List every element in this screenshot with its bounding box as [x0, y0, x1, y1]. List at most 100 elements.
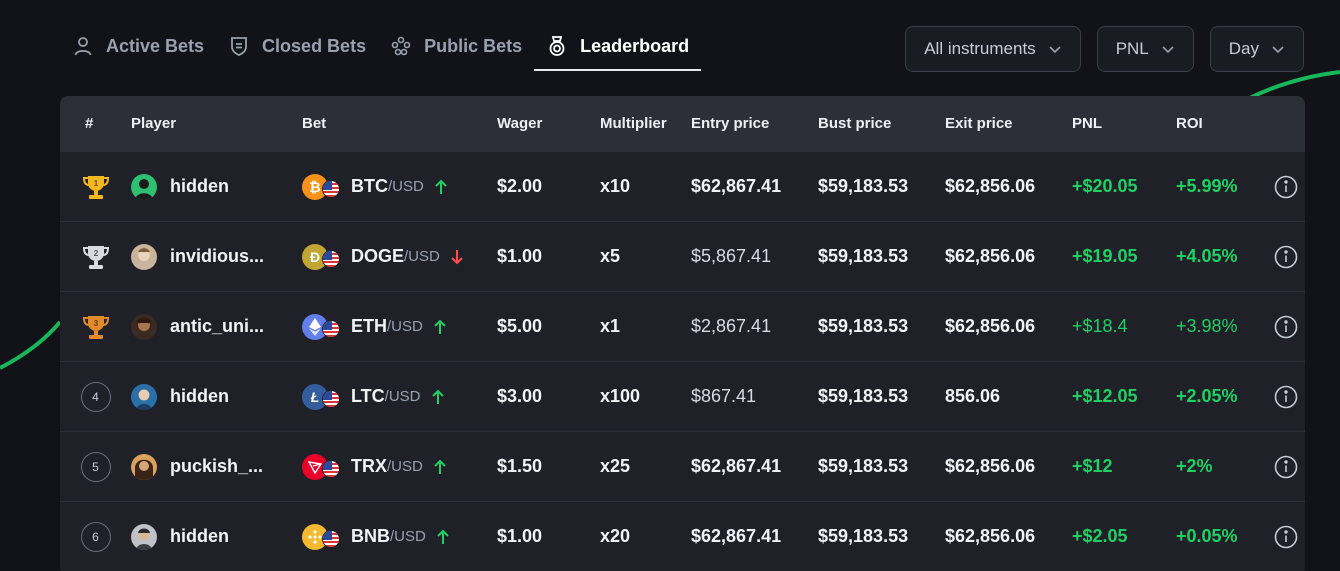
- table-header: # Player Bet Wager Multiplier Entry pric…: [60, 96, 1305, 151]
- tab-label: Active Bets: [106, 35, 205, 56]
- info-icon[interactable]: [1274, 455, 1298, 479]
- table-row: 5 puckish_... TRX/USD $1.50 x25 $62,867.…: [60, 431, 1305, 501]
- pair-quote: /USD: [388, 178, 424, 195]
- instruments-value: All instruments: [924, 39, 1036, 58]
- roi-cell: +3.98%: [1176, 316, 1238, 336]
- rank-badge: 6: [80, 521, 111, 552]
- pnl-cell: +$18.4: [1072, 316, 1128, 336]
- col-pnl: PNL: [1072, 115, 1102, 132]
- roi-cell: +2.05%: [1176, 386, 1238, 406]
- tab-label: Closed Bets: [262, 35, 367, 56]
- player-name: invidious...: [170, 246, 265, 266]
- col-multiplier: Multiplier: [600, 115, 667, 132]
- pnl-cell: +$19.05: [1072, 246, 1138, 266]
- bet-cell: ETH/USD: [302, 313, 497, 340]
- avatar: [131, 453, 157, 480]
- player-cell: puckish_...: [131, 453, 302, 480]
- info-icon[interactable]: [1274, 385, 1298, 409]
- rank-cell: 2: [60, 243, 131, 271]
- table-row: 2 invidious... Ð DOGE/USD $1.00 x5 $5,86…: [60, 221, 1305, 291]
- wager-cell: $1.00: [497, 526, 543, 546]
- info-icon[interactable]: [1274, 525, 1298, 549]
- arrow-down-icon: [450, 249, 464, 265]
- tab-label: Leaderboard: [580, 35, 690, 56]
- pnl-cell: +$12.05: [1072, 386, 1138, 406]
- bet-cell: TRX/USD: [302, 453, 497, 480]
- entry-price-cell: $2,867.41: [691, 316, 772, 336]
- player-cell: hidden: [131, 523, 302, 550]
- rank-cell: 5: [60, 451, 131, 482]
- svg-text:2: 2: [93, 249, 98, 258]
- entry-price-cell: $867.41: [691, 386, 757, 406]
- multiplier-cell: x20: [600, 526, 631, 546]
- multiplier-cell: x1: [600, 316, 621, 336]
- bnb-coin-icon: [302, 523, 342, 550]
- doge-coin-icon: Ð: [302, 243, 342, 270]
- col-exit-price: Exit price: [945, 115, 1013, 132]
- period-value: Day: [1228, 39, 1259, 58]
- pnl-cell: +$20.05: [1072, 176, 1138, 196]
- us-flag-icon: [322, 249, 340, 268]
- col-wager: Wager: [497, 115, 543, 132]
- pair-quote: /USD: [387, 458, 423, 475]
- exit-price-cell: $62,856.06: [945, 316, 1036, 336]
- chevron-down-icon: [1161, 42, 1175, 56]
- player-name: hidden: [170, 526, 229, 546]
- rank-badge: 5: [80, 451, 111, 482]
- bet-cell: Ð DOGE/USD: [302, 243, 497, 270]
- medal-icon: [546, 35, 568, 57]
- player-name: antic_uni...: [170, 316, 265, 336]
- multiplier-cell: x25: [600, 456, 631, 476]
- table-row: 6 hidden BNB/USD $1.00 x20 $62,867.41 $5…: [60, 501, 1305, 571]
- pair-quote: /USD: [387, 318, 423, 335]
- instruments-dropdown[interactable]: All instruments: [905, 26, 1081, 72]
- rank-cell: 6: [60, 521, 131, 552]
- ltc-coin-icon: Ł: [302, 383, 342, 410]
- tab-active-bets[interactable]: Active Bets: [60, 22, 216, 70]
- avatar: [131, 523, 157, 550]
- wager-cell: $1.50: [497, 456, 543, 476]
- player-cell: hidden: [131, 383, 302, 410]
- tab-closed-bets[interactable]: Closed Bets: [216, 22, 378, 70]
- roi-cell: +5.99%: [1176, 176, 1238, 196]
- trophy-silver-icon: 2: [82, 245, 109, 269]
- group-icon: [390, 35, 412, 57]
- bust-price-cell: $59,183.53: [818, 176, 909, 196]
- arrow-up-icon: [433, 459, 447, 475]
- avatar: [131, 313, 157, 340]
- us-flag-icon: [322, 529, 340, 548]
- us-flag-icon: [322, 459, 340, 478]
- user-icon: [72, 35, 94, 57]
- us-flag-icon: [322, 179, 340, 198]
- roi-cell: +0.05%: [1176, 526, 1238, 546]
- eth-coin-icon: [302, 313, 342, 340]
- arrow-up-icon: [436, 529, 450, 545]
- info-icon[interactable]: [1274, 175, 1298, 199]
- exit-price-cell: $62,856.06: [945, 246, 1036, 266]
- bust-price-cell: $59,183.53: [818, 456, 909, 476]
- entry-price-cell: $62,867.41: [691, 526, 782, 546]
- bust-price-cell: $59,183.53: [818, 316, 909, 336]
- svg-text:3: 3: [93, 319, 98, 328]
- tab-leaderboard[interactable]: Leaderboard: [534, 22, 702, 71]
- bust-price-cell: $59,183.53: [818, 526, 909, 546]
- table-row: 1 hidden ₿ BTC/USD $2.00 x10 $62,867.41 …: [60, 151, 1305, 221]
- multiplier-cell: x5: [600, 246, 621, 266]
- metric-dropdown[interactable]: PNL: [1096, 26, 1194, 72]
- filter-bar: All instruments PNL Day: [905, 26, 1304, 72]
- trophy-bronze-icon: 3: [82, 315, 109, 339]
- pair-base: BTC: [351, 176, 388, 196]
- avatar: [131, 173, 157, 200]
- leaderboard-table: # Player Bet Wager Multiplier Entry pric…: [60, 96, 1305, 571]
- us-flag-icon: [322, 389, 340, 408]
- player-cell: invidious...: [131, 243, 302, 270]
- tab-public-bets[interactable]: Public Bets: [378, 22, 534, 70]
- svg-text:1: 1: [93, 179, 98, 188]
- info-icon[interactable]: [1274, 315, 1298, 339]
- table-row: 4 hidden Ł LTC/USD $3.00 x100 $867.41 $5…: [60, 361, 1305, 431]
- period-dropdown[interactable]: Day: [1209, 26, 1304, 72]
- pair-base: TRX: [351, 456, 387, 476]
- arrow-up-icon: [433, 319, 447, 335]
- info-icon[interactable]: [1274, 245, 1298, 269]
- pnl-cell: +$12: [1072, 456, 1113, 476]
